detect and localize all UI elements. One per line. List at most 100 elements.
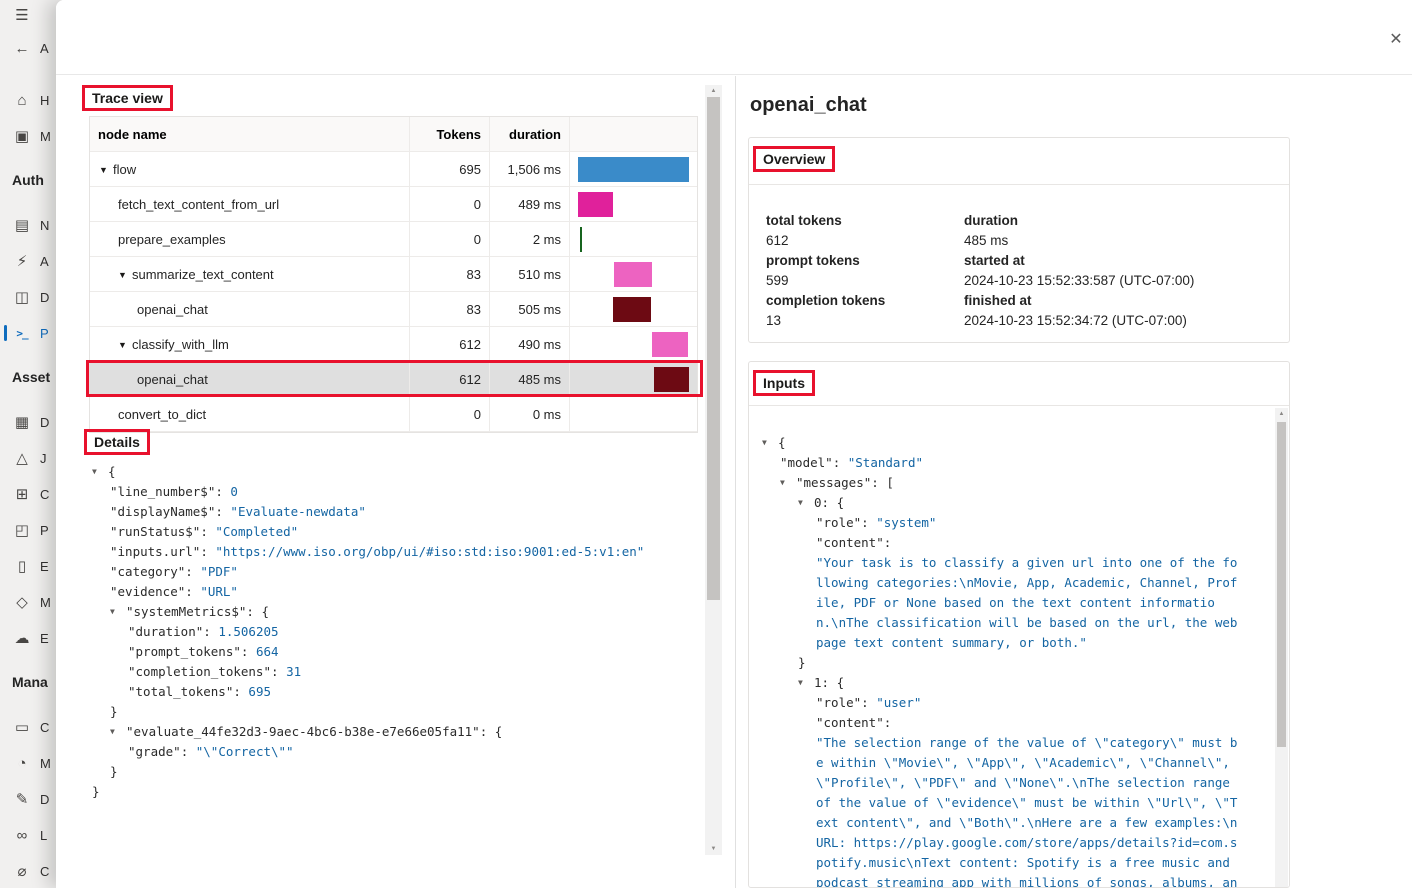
expander-icon[interactable]: ▼ bbox=[110, 607, 115, 616]
json-line: ▼{ bbox=[762, 433, 1267, 453]
json-value: "URL" bbox=[200, 584, 238, 599]
json-value: of the value of \"evidence\" must be wit… bbox=[816, 795, 1238, 810]
json-punct: { bbox=[778, 435, 786, 450]
json-key: "prompt_tokens" bbox=[128, 644, 241, 659]
node-name-cell: ▼ classify_with_llm bbox=[118, 337, 229, 352]
trace-row[interactable]: openai_chat 612 485 ms bbox=[90, 362, 697, 397]
json-value: 0 bbox=[230, 484, 238, 499]
sidebar-item-compute[interactable]: ▭ C bbox=[0, 709, 140, 745]
details-label: Details bbox=[84, 429, 150, 455]
json-colon: : bbox=[185, 584, 201, 599]
json-line: "role": "user" bbox=[762, 693, 1267, 713]
sidebar-item-automated-ml[interactable]: ⚡ A bbox=[0, 243, 140, 279]
sidebar-item-environments[interactable]: ▯ E bbox=[0, 548, 140, 584]
json-key: "total_tokens" bbox=[128, 684, 234, 699]
json-line: e within \"Movie\", \"App\", \"Academic\… bbox=[762, 753, 1267, 773]
close-icon[interactable]: ✕ bbox=[1389, 31, 1403, 48]
sidebar-item-data-labeling[interactable]: ✎ D bbox=[0, 781, 140, 817]
trace-row[interactable]: ▼ classify_with_llm 612 490 ms bbox=[90, 327, 697, 362]
back-button[interactable]: ← A bbox=[0, 30, 140, 66]
scroll-up-icon[interactable]: ▲ bbox=[710, 88, 717, 94]
json-value: 695 bbox=[248, 684, 271, 699]
trace-table: node name Tokens duration ▼ flow 695 1,506 … bbox=[89, 116, 698, 433]
sidebar-item-endpoints[interactable]: ☁ E bbox=[0, 620, 140, 656]
expander-icon[interactable]: ▼ bbox=[118, 339, 127, 350]
sidebar-item-home[interactable]: ⌂ H bbox=[0, 82, 140, 118]
json-line: } bbox=[92, 762, 692, 782]
sidebar-item-pipelines[interactable]: ◰ P bbox=[0, 512, 140, 548]
json-line: "prompt_tokens": 664 bbox=[92, 642, 692, 662]
menu-button[interactable]: ☰ bbox=[0, 0, 140, 30]
expander-icon[interactable]: ▼ bbox=[118, 269, 127, 280]
endpoints-icon: ☁ bbox=[14, 630, 30, 647]
json-key: "evaluate_44fe32d3-9aec-4bc6-b38e-e7e66e… bbox=[126, 724, 480, 739]
sidebar-item-models[interactable]: ◇ M bbox=[0, 584, 140, 620]
notebooks-icon: ▤ bbox=[14, 217, 30, 234]
scroll-up-icon[interactable]: ▲ bbox=[1278, 411, 1285, 417]
trace-row[interactable]: convert_to_dict 0 0 ms bbox=[90, 397, 697, 432]
json-colon: : bbox=[200, 524, 216, 539]
json-line: ext content\", and \"Both\".\nHere are a… bbox=[762, 813, 1267, 833]
gantt-cell bbox=[569, 292, 697, 327]
sidebar-item-label: E bbox=[40, 630, 49, 646]
scroll-down-icon[interactable]: ▼ bbox=[710, 846, 717, 852]
scrollbar-thumb[interactable] bbox=[707, 97, 720, 600]
json-line: ▼{ bbox=[92, 462, 692, 482]
sidebar-item-linked-services[interactable]: ∞ L bbox=[0, 817, 140, 853]
trace-row[interactable]: openai_chat 83 505 ms bbox=[90, 292, 697, 327]
json-key: "evidence" bbox=[110, 584, 186, 599]
json-value: e within \"Movie\", \"App\", \"Academic\… bbox=[816, 755, 1230, 770]
json-colon: : bbox=[180, 744, 196, 759]
json-value: "system" bbox=[876, 515, 937, 530]
scrollbar-thumb[interactable] bbox=[1277, 422, 1286, 747]
json-line: ile, PDF or None based on the text conte… bbox=[762, 593, 1267, 613]
sidebar-item-jobs[interactable]: △ J bbox=[0, 440, 140, 476]
expander-icon[interactable]: ▼ bbox=[92, 467, 97, 476]
node-name-cell: ▼ flow bbox=[99, 162, 137, 177]
sidebar-item-prompt-flow[interactable]: >_ P bbox=[0, 315, 140, 351]
json-colon: : bbox=[240, 644, 256, 659]
expander-icon[interactable]: ▼ bbox=[762, 438, 767, 447]
json-line: "displayName$": "Evaluate-newdata" bbox=[92, 502, 692, 522]
sidebar-item-connections[interactable]: ⌀ C bbox=[0, 853, 140, 888]
details-json-viewer: ▼{"line_number$": 0 "displayName$": "Eval… bbox=[92, 462, 692, 802]
overview-card: Overview total tokens 612 prompt tokens … bbox=[748, 137, 1290, 343]
gantt-bar bbox=[579, 227, 582, 252]
sidebar-item-label: C bbox=[40, 863, 50, 879]
trace-scrollbar[interactable]: ▲ ▼ bbox=[705, 85, 722, 855]
inputs-scrollbar[interactable]: ▲ bbox=[1275, 408, 1288, 887]
expander-icon[interactable]: ▼ bbox=[780, 478, 785, 487]
expander-icon[interactable]: ▼ bbox=[110, 727, 115, 736]
expander-icon[interactable]: ▼ bbox=[99, 164, 108, 175]
sidebar-item-notebooks[interactable]: ▤ N bbox=[0, 207, 140, 243]
trace-row[interactable]: fetch_text_content_from_url 0 489 ms bbox=[90, 187, 697, 222]
json-line: "completion_tokens": 31 bbox=[92, 662, 692, 682]
gantt-bar bbox=[578, 192, 614, 217]
json-key: "role" bbox=[816, 695, 862, 710]
sidebar-item-components[interactable]: ⊞ C bbox=[0, 476, 140, 512]
trace-row[interactable]: ▼ flow 695 1,506 ms bbox=[90, 152, 697, 187]
sidebar-item-model-catalog[interactable]: ▣ M bbox=[0, 118, 140, 154]
expander-icon[interactable]: ▼ bbox=[798, 678, 803, 687]
json-value: potify.music\nText content: Spotify is a… bbox=[816, 855, 1230, 870]
json-line: \"Profile\", \"PDF\" and \"None\".\nThe … bbox=[762, 773, 1267, 793]
json-punct: { bbox=[108, 464, 116, 479]
json-colon: : bbox=[871, 475, 887, 490]
gantt-track bbox=[578, 397, 689, 432]
json-colon: : bbox=[203, 624, 219, 639]
components-icon: ⊞ bbox=[15, 486, 29, 503]
sidebar-item-label: J bbox=[40, 450, 47, 466]
trace-row[interactable]: prepare_examples 0 2 ms bbox=[90, 222, 697, 257]
json-punct: [ bbox=[886, 475, 894, 490]
json-line: n.\nThe classification will be based on … bbox=[762, 613, 1267, 633]
inputs-card-header: Inputs bbox=[749, 362, 1289, 406]
sidebar-item-designer[interactable]: ◫ D bbox=[0, 279, 140, 315]
sidebar-item-data[interactable]: ▦ D bbox=[0, 404, 140, 440]
duration-cell: 505 ms bbox=[489, 292, 569, 327]
duration-cell: 510 ms bbox=[489, 257, 569, 292]
expander-icon[interactable]: ▼ bbox=[798, 498, 803, 507]
json-colon: : bbox=[200, 544, 216, 559]
sidebar-item-monitoring[interactable]: ◔ M bbox=[0, 745, 140, 781]
overview-label: Overview bbox=[753, 146, 836, 172]
trace-row[interactable]: ▼ summarize_text_content 83 510 ms bbox=[90, 257, 697, 292]
